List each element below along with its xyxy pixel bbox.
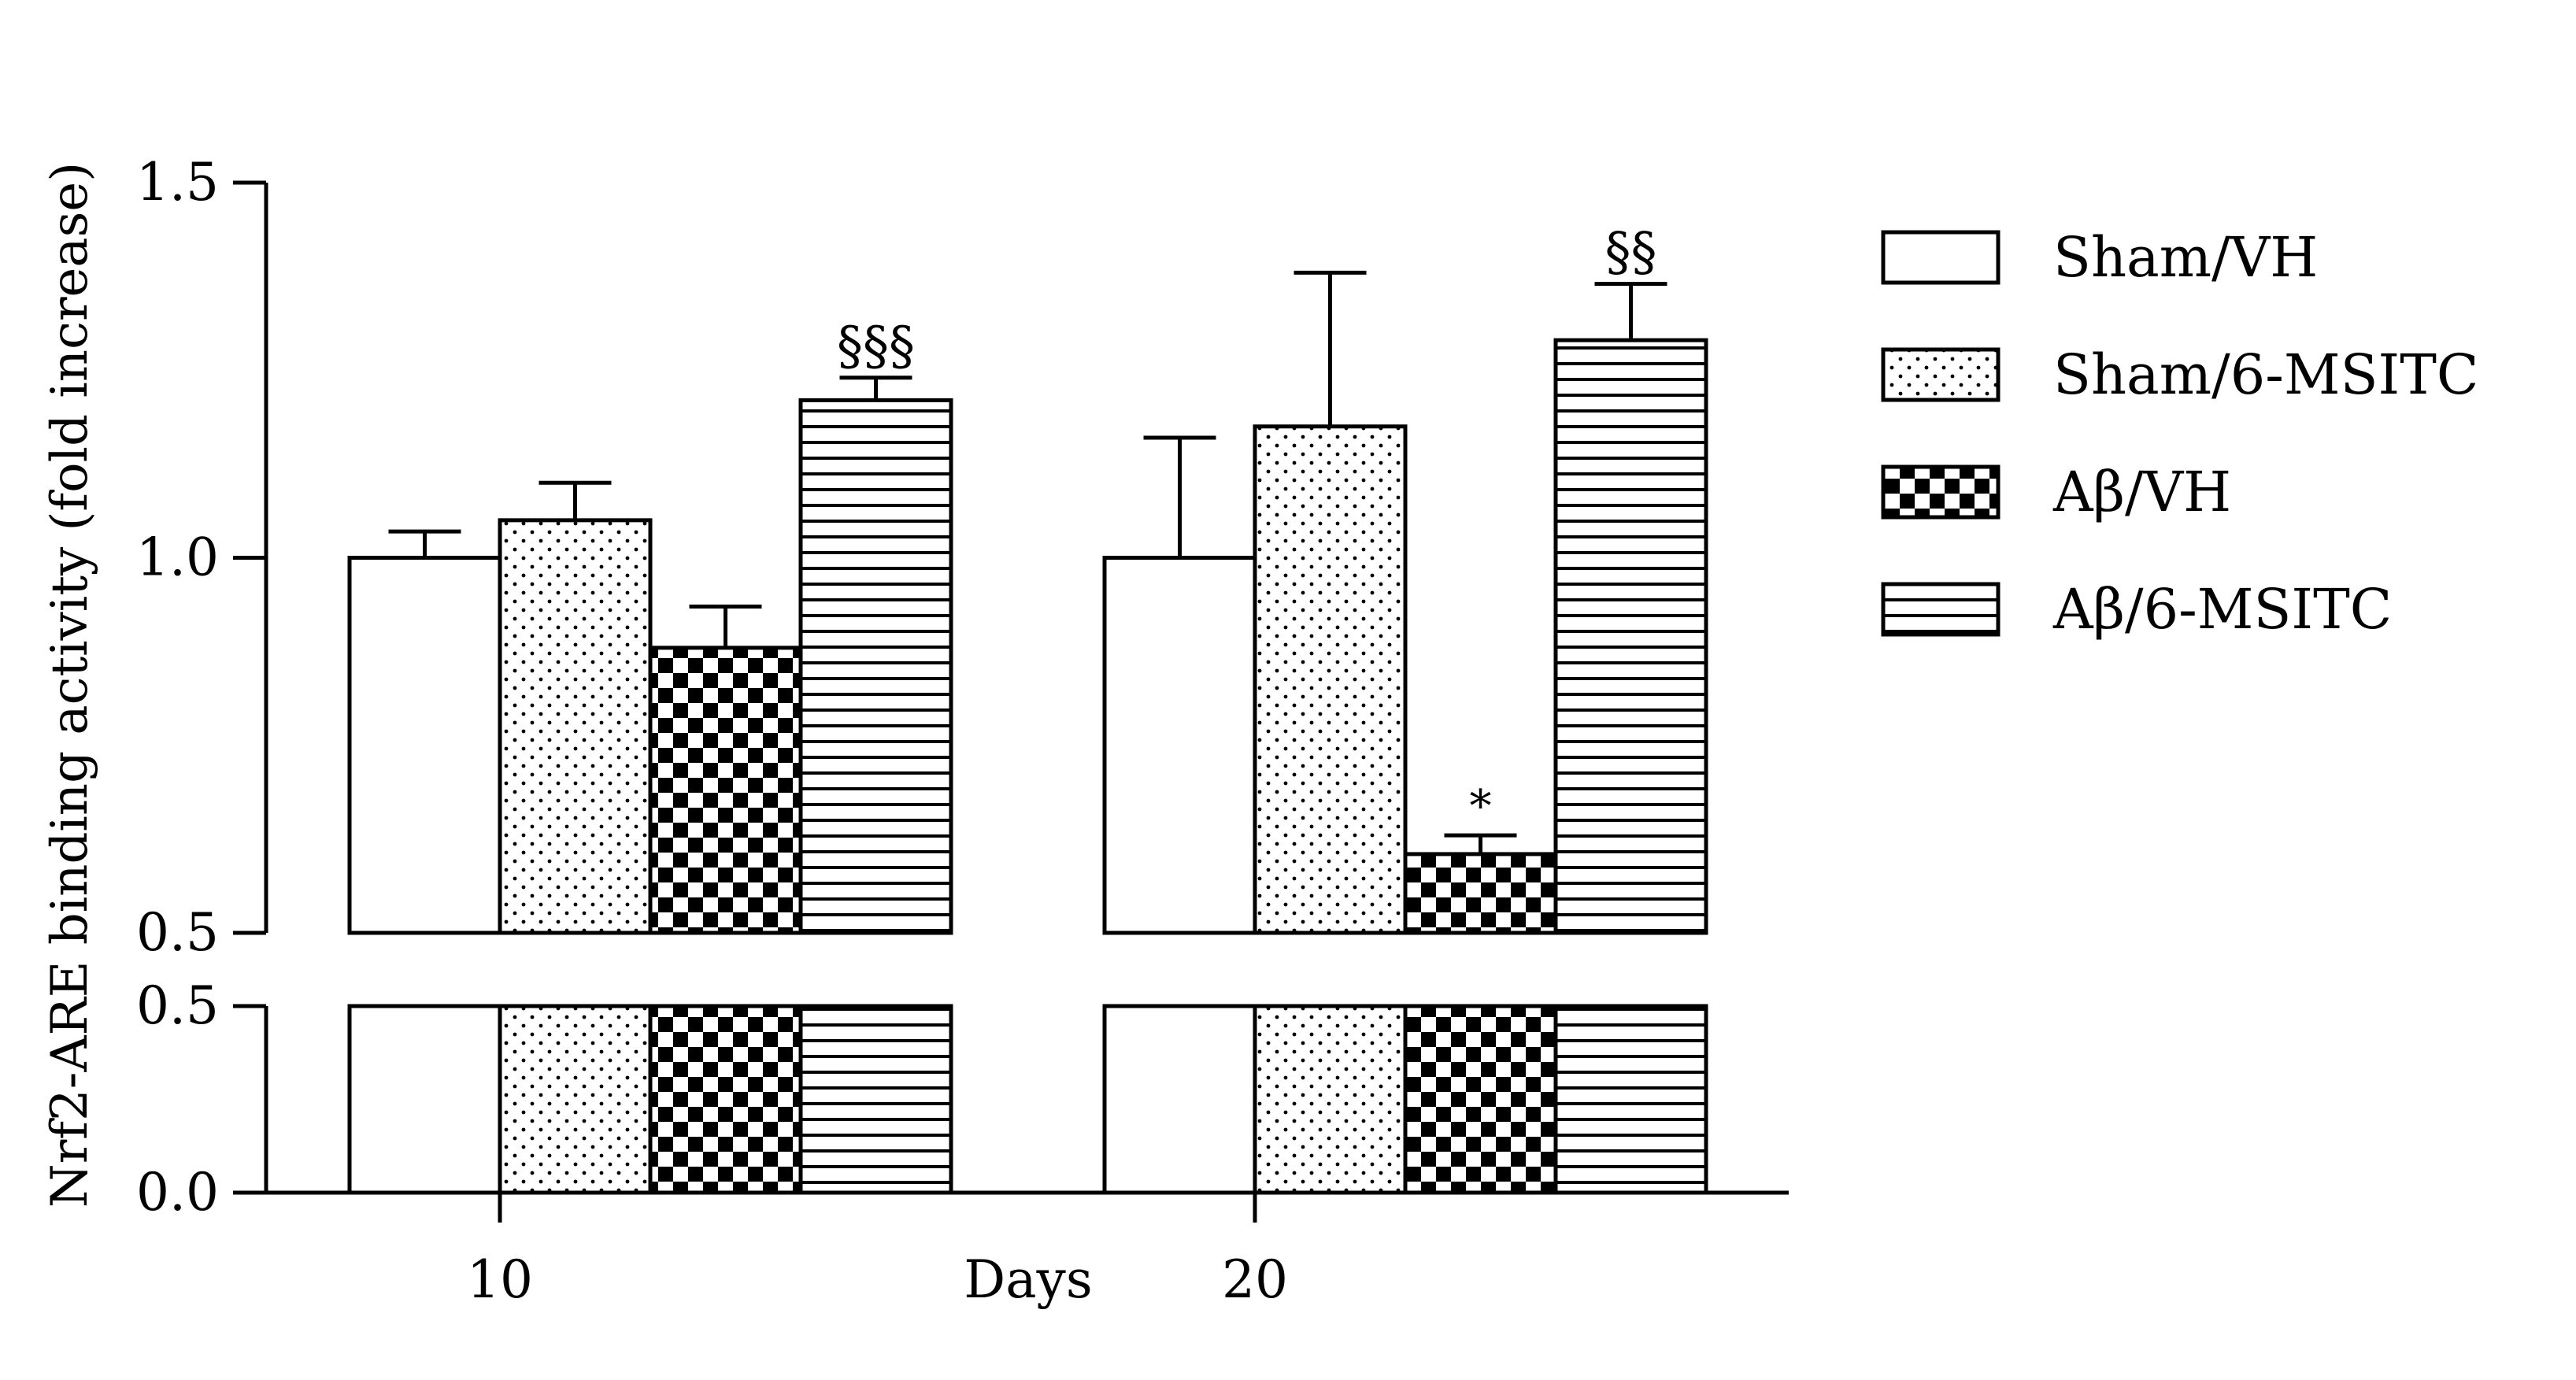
bar-lower <box>798 1004 953 1195</box>
significance-label: §§ <box>1605 222 1657 283</box>
bar-lower <box>347 1004 502 1195</box>
bar <box>1553 338 1708 935</box>
bar <box>347 556 502 935</box>
x-tick-label: 10 <box>467 1249 533 1310</box>
legend-label: Aβ/VH <box>2052 460 2231 524</box>
x-tick-label: 20 <box>1222 1249 1288 1310</box>
legend-swatch <box>1881 230 2000 285</box>
legend-swatch <box>1881 347 2000 402</box>
bar <box>648 646 803 935</box>
bar-lower <box>1403 1004 1558 1195</box>
legend-swatch <box>1881 582 2000 637</box>
bar-lower <box>648 1004 803 1195</box>
bar-lower <box>1553 1004 1708 1195</box>
bar-lower <box>1253 1004 1408 1195</box>
legend-swatch <box>1881 464 2000 520</box>
bar <box>1102 556 1257 935</box>
bar-lower <box>1102 1004 1257 1195</box>
legend-label: Sham/6-MSITC <box>2053 342 2478 407</box>
significance-label: * <box>1470 781 1492 832</box>
legend-label: Sham/VH <box>2053 225 2318 290</box>
y-tick-label: 0.5 <box>136 975 219 1036</box>
bar <box>1253 424 1408 935</box>
y-axis-label: Nrf2-ARE binding activity (fold increase… <box>41 162 99 1208</box>
legend-label: Aβ/6-MSITC <box>2052 577 2392 642</box>
y-tick-label: 0.0 <box>136 1162 219 1223</box>
bars: §§§ * §§ <box>347 222 1708 1195</box>
axes: 0.5 1.0 1.5 0.0 0.5 10 20 <box>136 152 1789 1310</box>
x-axis-label: Days <box>964 1249 1092 1310</box>
bar-lower <box>498 1004 653 1195</box>
y-tick-label: 0.5 <box>136 902 219 963</box>
bar <box>798 398 953 935</box>
legend: Sham/VH Sham/6-MSITC Aβ/VH Aβ/6-MSITC <box>1881 225 2478 642</box>
y-tick-label: 1.0 <box>136 527 219 588</box>
bar <box>498 518 653 935</box>
bar <box>1403 852 1558 935</box>
y-tick-label: 1.5 <box>136 152 219 213</box>
significance-label: §§§ <box>837 316 915 376</box>
